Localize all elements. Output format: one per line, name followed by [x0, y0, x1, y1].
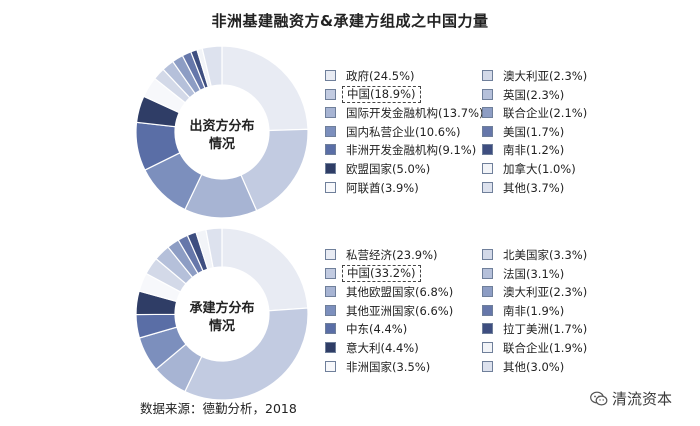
watermark-text: 清流资本	[612, 390, 673, 408]
legend-swatch	[325, 125, 336, 137]
legend-swatch	[325, 267, 336, 279]
legend-label: 私营经济(23.9%)	[346, 248, 438, 262]
donut-hole	[176, 268, 268, 360]
donut-slice	[205, 227, 223, 269]
legend-swatch	[325, 304, 336, 316]
legend-label: 南非(1.9%)	[503, 303, 565, 318]
donut-center-label: 承建方分布	[189, 300, 254, 316]
legend-label: 南非(1.2%)	[503, 143, 565, 158]
legend-label: 国内私营企业(10.6%)	[346, 124, 461, 139]
legend-swatch	[482, 88, 493, 100]
legend-swatch	[482, 323, 493, 335]
legend-swatch	[482, 107, 493, 119]
legend-swatch	[482, 163, 493, 174]
legend-label: 中国(18.9%)	[342, 85, 421, 103]
legend-swatch	[325, 323, 336, 335]
donut-hole	[176, 86, 268, 178]
legend-swatch	[325, 70, 336, 81]
legend-label: 联合企业(1.9%)	[503, 341, 588, 355]
legend-swatch	[482, 144, 493, 156]
donut-center-label: 出资方分布	[189, 118, 254, 134]
legend-label: 中东(4.4%)	[346, 322, 408, 337]
watermark: 清流资本	[590, 388, 672, 409]
legend-label: 澳大利亚(2.3%)	[503, 69, 588, 83]
legend-label: 非洲开发金融机构(9.1%)	[346, 143, 477, 158]
legend-swatch	[325, 107, 336, 119]
legend-swatch	[482, 70, 493, 81]
legend-swatch	[325, 181, 336, 193]
legend-label: 中国(33.2%)	[342, 264, 421, 282]
donut-center-label: 情况	[209, 136, 235, 152]
legend-label: 联合企业(2.1%)	[503, 106, 588, 121]
legend-swatch	[325, 144, 336, 156]
legend-label: 美国(1.7%)	[503, 124, 565, 139]
donut-slice	[201, 45, 223, 87]
legend-swatch	[482, 125, 493, 137]
chart-title: 非洲基建融资方&承建方组成之中国力量	[211, 12, 489, 30]
legend-swatch	[325, 163, 336, 174]
source-note: 数据来源：德勤分析，2018	[140, 401, 297, 416]
legend-label: 其他(3.0%)	[503, 359, 565, 374]
legend-swatch	[482, 360, 493, 372]
legend-label: 欧盟国家(5.0%)	[346, 162, 431, 176]
donut-slice	[184, 307, 309, 401]
legend-label: 英国(2.3%)	[503, 87, 565, 102]
legend-label: 拉丁美洲(1.7%)	[503, 322, 588, 337]
legend-label: 澳大利亚(2.3%)	[503, 285, 588, 300]
legend-swatch	[482, 304, 493, 316]
legend-swatch	[325, 286, 336, 298]
legend-label: 其他(3.7%)	[503, 180, 565, 195]
legend-label: 法国(3.1%)	[503, 266, 565, 281]
donut-center-label: 情况	[209, 318, 235, 334]
legend-swatch	[325, 360, 336, 372]
legend-swatch	[482, 181, 493, 193]
legend-swatch	[325, 88, 336, 100]
legend-label: 意大利(4.4%)	[346, 341, 419, 355]
legend-swatch	[482, 249, 493, 260]
legend-label: 非洲国家(3.5%)	[346, 359, 431, 374]
donut-slice	[221, 45, 309, 132]
legend-swatch	[325, 342, 336, 353]
legend-label: 北美国家(3.3%)	[503, 248, 588, 262]
legend-label: 其他欧盟国家(6.8%)	[346, 285, 454, 300]
wechat-icon	[590, 391, 608, 406]
legend-swatch	[482, 286, 493, 298]
legend-label: 其他亚洲国家(6.6%)	[346, 303, 454, 318]
legend-label: 阿联酋(3.9%)	[346, 180, 419, 195]
legend-swatch	[482, 342, 493, 353]
legend-label: 国际开发金融机构(13.7%)	[346, 106, 484, 121]
legend-swatch	[482, 267, 493, 279]
legend-label: 政府(24.5%)	[346, 69, 415, 83]
legend-label: 加拿大(1.0%)	[503, 162, 576, 176]
legend-swatch	[325, 249, 336, 260]
